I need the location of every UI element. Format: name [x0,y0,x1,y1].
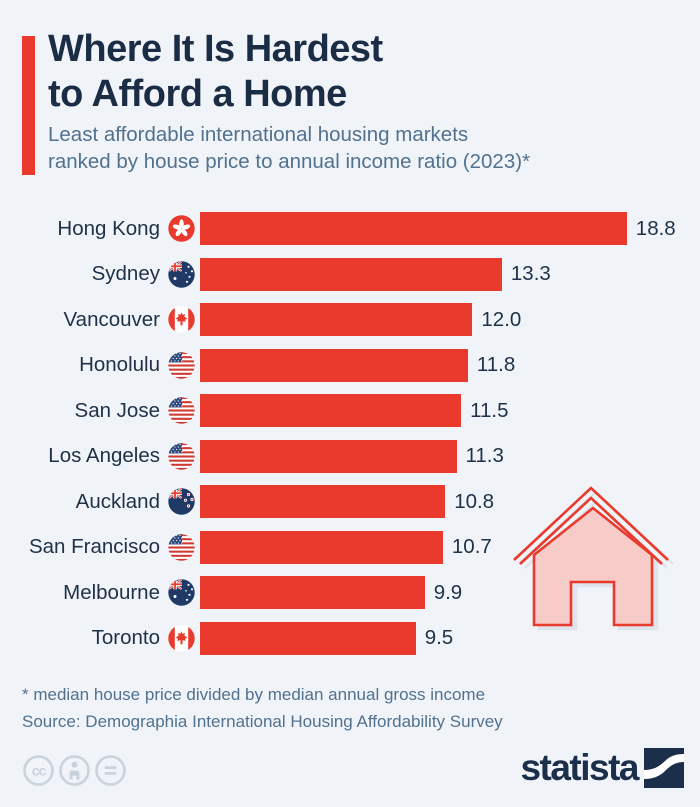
city-label: Sydney [91,262,160,286]
page-subtitle: Least affordable international housing m… [48,121,530,175]
license-icons: cc [22,754,127,787]
bar [200,530,443,564]
bar-row: San Jose 11.5 [22,388,682,434]
bar [200,621,416,655]
statista-swoosh-icon [644,748,684,788]
page-subtitle-line2: ranked by house price to annual income r… [48,150,531,173]
flag-australia-icon [168,579,195,606]
no-derivatives-icon [94,754,127,787]
bar-row: Vancouver 12.0 [22,297,682,343]
bar-row: Los Angeles 11.3 [22,434,682,480]
bar [200,212,627,246]
flag-canada-icon [168,625,195,652]
bar [200,439,457,473]
value-label: 11.3 [465,444,504,468]
bar [200,257,502,291]
city-label: Auckland [75,489,160,513]
flag-united-states-icon [168,443,195,470]
flag-australia-icon [168,261,195,288]
city-label: San Jose [74,398,160,422]
value-label: 9.9 [433,580,463,604]
flag-canada-icon [168,306,195,333]
city-label: Vancouver [63,307,160,331]
flag-united-states-icon [168,397,195,424]
bar-row: Toronto 9.5 [22,616,682,662]
value-label: 18.8 [635,216,676,240]
city-label: Toronto [91,626,160,650]
bar-row: Auckland 10.8 [22,479,682,525]
house-icon [512,482,670,628]
city-label: Melbourne [63,580,160,604]
bar [200,485,446,519]
page-title-line2: to Afford a Home [48,73,347,115]
cc-icon: cc [22,754,55,787]
bar-chart: Hong Kong 18.8 Sydney 13.3 Vancouver 12.0 Hono… [22,206,682,661]
bar-row: Honolulu 11.8 [22,343,682,389]
title-accent-bar [22,36,35,175]
bar [200,576,425,610]
city-label: Los Angeles [48,444,160,468]
bar-row: Hong Kong 18.8 [22,206,682,252]
bar [200,303,473,337]
footnote: * median house price divided by median a… [22,681,503,735]
value-label: 11.5 [470,398,509,422]
value-label: 10.7 [451,535,492,559]
value-label: 11.8 [476,353,516,377]
bar [200,348,468,382]
city-label: Honolulu [79,353,160,377]
footnote-note: * median house price divided by median a… [22,685,486,704]
flag-new-zealand-icon [168,488,195,515]
city-label: Hong Kong [57,216,160,240]
bar-row: San Francisco 10.7 [22,525,682,571]
attribution-icon [58,754,91,787]
bar-row: Sydney 13.3 [22,252,682,298]
bar [200,394,462,428]
statista-logo: statista [520,748,684,788]
flag-united-states-icon [168,534,195,561]
bar-row: Melbourne 9.9 [22,570,682,616]
svg-text:cc: cc [32,763,47,779]
value-label: 10.8 [454,489,495,513]
city-label: San Francisco [28,535,160,559]
value-label: 12.0 [481,307,522,331]
page-title: Where It Is Hardest to Afford a Home [48,27,383,117]
statista-logo-text: statista [520,747,639,788]
flag-hong-kong-icon [168,215,195,242]
flag-united-states-icon [168,352,195,379]
value-label: 9.5 [424,626,454,650]
page-title-line1: Where It Is Hardest [48,28,383,70]
page-subtitle-line1: Least affordable international housing m… [48,123,469,146]
value-label: 13.3 [510,262,551,286]
footnote-source: Source: Demographia International Housin… [22,712,503,731]
